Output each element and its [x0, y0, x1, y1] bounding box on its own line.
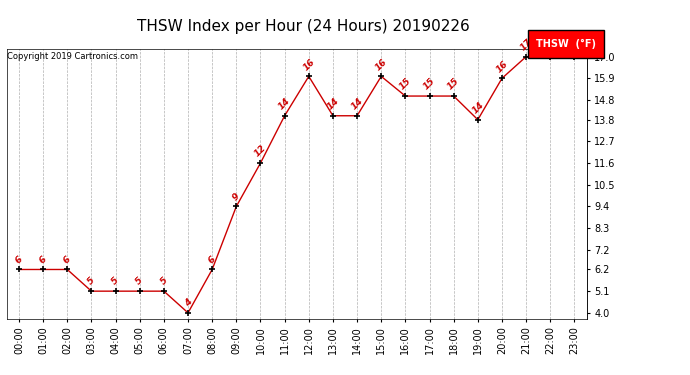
Text: 14: 14: [277, 96, 293, 111]
Text: 14: 14: [470, 100, 486, 116]
Text: 14: 14: [349, 96, 365, 111]
Text: THSW  (°F): THSW (°F): [536, 39, 595, 49]
Text: 17: 17: [542, 37, 558, 52]
Text: 6: 6: [62, 254, 72, 265]
Text: 12: 12: [253, 144, 268, 159]
Text: 15: 15: [446, 76, 462, 92]
Text: 16: 16: [494, 59, 510, 74]
Text: 16: 16: [301, 57, 317, 72]
Text: 5: 5: [86, 276, 97, 287]
Text: 16: 16: [373, 57, 389, 72]
Text: 4: 4: [183, 298, 193, 309]
Text: 15: 15: [397, 76, 413, 92]
Text: 9: 9: [231, 191, 241, 202]
Text: 5: 5: [135, 276, 145, 287]
Text: 5: 5: [110, 276, 121, 287]
Text: 6: 6: [38, 254, 48, 265]
Text: 6: 6: [207, 254, 217, 265]
Text: 17: 17: [566, 37, 582, 52]
Text: 5: 5: [159, 276, 169, 287]
Text: 14: 14: [325, 96, 341, 111]
Text: 6: 6: [14, 254, 24, 265]
Text: 17: 17: [518, 37, 534, 52]
Text: THSW Index per Hour (24 Hours) 20190226: THSW Index per Hour (24 Hours) 20190226: [137, 19, 470, 34]
Text: Copyright 2019 Cartronics.com: Copyright 2019 Cartronics.com: [7, 52, 138, 61]
Text: 15: 15: [422, 76, 437, 92]
